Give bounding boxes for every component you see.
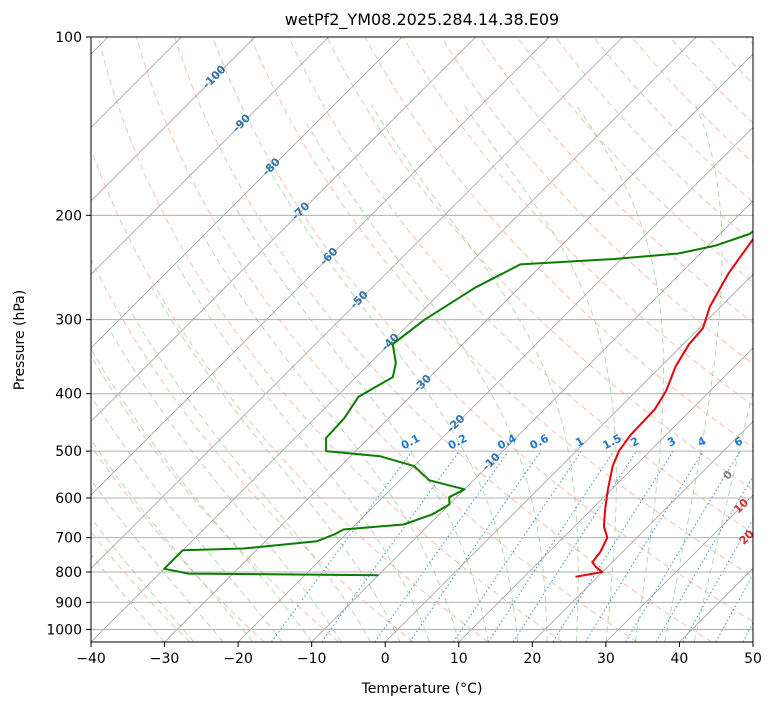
moist-adiabat	[370, 104, 579, 642]
x-tick-label: 10	[450, 651, 468, 667]
dry-adiabat	[135, 37, 638, 642]
x-tick-label: −10	[297, 651, 327, 667]
chart-title: wetPf2_YM08.2025.284.14.38.E09	[285, 10, 559, 30]
isotherm-line	[532, 420, 753, 642]
dry-adiabat	[593, 37, 753, 203]
moist-adiabat	[575, 104, 664, 642]
x-tick-label: 20	[523, 651, 541, 667]
dry-adiabat	[631, 37, 753, 164]
mixing-ratio-line	[625, 450, 741, 642]
x-tick-label: 0	[381, 651, 390, 667]
isotherm-line	[311, 200, 753, 642]
dry-adiabat	[97, 37, 563, 642]
mixing-ratio-line	[715, 573, 753, 642]
y-tick-label: 700	[55, 531, 82, 547]
x-tick-label: −30	[150, 651, 180, 667]
moist-adiabat	[108, 327, 342, 642]
y-axis-label: Pressure (hPa)	[12, 290, 28, 390]
isotherm-line	[458, 347, 753, 642]
plot-area: -100-90-80-70-60-50-40-30-20-100.1 0.2 0.4…	[91, 37, 753, 642]
dry-adiabat	[91, 258, 414, 642]
isotherm-line	[91, 37, 329, 275]
moist-adiabat	[127, 306, 371, 642]
dewpoint-profile-line	[163, 230, 753, 577]
moist-adiabat	[91, 395, 283, 642]
moist-adiabat	[463, 104, 617, 642]
isotherms	[91, 37, 753, 642]
isotherm-line	[91, 37, 256, 202]
dry-adiabat	[288, 37, 753, 534]
plot-frame	[90, 36, 754, 643]
moist-adiabat	[91, 479, 224, 642]
moist-adiabat	[91, 348, 313, 642]
mixing-ratio-line	[552, 450, 674, 642]
dry-adiabat	[91, 445, 265, 642]
y-tick-label: 1000	[46, 622, 82, 638]
x-tick-label: −20	[223, 651, 253, 667]
isotherm-line	[91, 37, 403, 349]
isotherm-line	[91, 37, 550, 496]
moist-adiabat	[148, 282, 401, 642]
dry-adiabat	[250, 37, 753, 578]
mixing-ratio-lines	[270, 450, 753, 642]
y-tick-label: 300	[55, 313, 82, 329]
isotherm-line	[91, 37, 624, 570]
sounding-series	[163, 230, 753, 578]
moist-adiabat	[693, 389, 753, 642]
x-tick-label: 40	[671, 651, 689, 667]
moist-adiabats	[91, 104, 753, 642]
y-tick-label: 100	[55, 30, 82, 46]
dry-adiabat	[402, 37, 753, 406]
mixing-ratio-line	[584, 450, 704, 642]
mixing-ratio-line	[409, 450, 542, 642]
dry-adiabat	[326, 37, 753, 491]
y-tick-label: 400	[55, 387, 82, 403]
isotherm-line	[384, 273, 753, 642]
x-axis-ticks: −40 −30 −20 −10 0 10 20 30 40 50	[76, 642, 762, 667]
y-tick-label: 200	[55, 208, 82, 224]
temperature-profile-line	[575, 237, 753, 578]
mixing-ratio-line	[655, 475, 753, 642]
y-tick-label: 900	[55, 595, 82, 611]
pressure-gridlines	[91, 37, 753, 630]
dry-adiabat	[478, 37, 753, 324]
y-tick-label: 600	[55, 491, 82, 507]
x-tick-label: 30	[597, 651, 615, 667]
isotherm-line	[91, 37, 476, 423]
moist-adiabat	[664, 104, 723, 642]
mixing-ratio-line	[321, 450, 460, 642]
moist-adiabat	[91, 553, 165, 642]
moist-adiabat	[201, 233, 460, 642]
y-axis-ticks: 100 200 300 400 500 600 700 800 900 1000	[46, 30, 91, 638]
isotherm-line	[91, 37, 697, 642]
x-tick-label: 50	[744, 651, 762, 667]
moist-adiabat	[266, 165, 519, 642]
dry-adiabat	[174, 37, 713, 642]
dry-adiabat	[212, 37, 753, 623]
mixing-ratio-line	[682, 518, 753, 642]
x-tick-label: −40	[76, 651, 106, 667]
mixing-ratio-line	[374, 450, 510, 642]
y-tick-label: 500	[55, 444, 82, 460]
moist-adiabat	[91, 517, 195, 642]
isotherm-line	[164, 53, 753, 642]
isotherm-line	[237, 126, 753, 642]
moist-adiabat	[231, 201, 489, 642]
moist-adiabat	[91, 438, 254, 642]
x-axis-label: Temperature (°C)	[361, 681, 483, 697]
moist-adiabat	[175, 262, 430, 642]
isotherm-line	[605, 494, 753, 642]
y-tick-label: 800	[55, 565, 82, 581]
mixing-ratio-line	[512, 450, 637, 642]
